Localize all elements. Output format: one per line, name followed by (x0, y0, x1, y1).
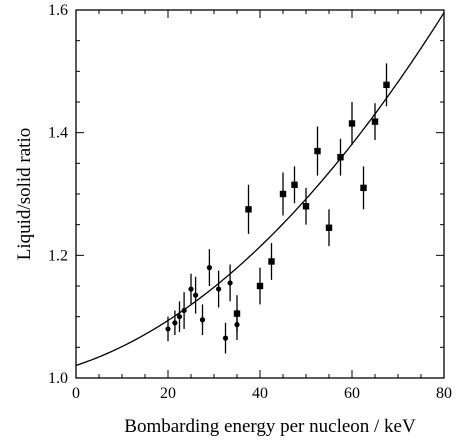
y-tick-label: 1.6 (48, 2, 68, 19)
data-point-circle (193, 292, 199, 298)
data-point-circle (176, 314, 183, 320)
x-tick-label: 0 (72, 385, 80, 402)
data-point-circle (172, 320, 178, 326)
tick-labels: 0 20 40 60 80 1.0 1.2 1.4 1.6 (48, 2, 452, 402)
data-point-square (268, 258, 275, 265)
x-tick-label: 60 (344, 385, 360, 402)
plot-frame (75, 9, 445, 379)
data-point-square (383, 81, 390, 89)
data-point-square (325, 224, 333, 231)
data-point-square (291, 181, 298, 188)
data-points (165, 63, 390, 354)
data-point-circle (188, 286, 194, 292)
data-point-square (256, 282, 264, 290)
data-point-square (360, 184, 367, 192)
data-point-circle (222, 335, 229, 341)
plot-border (75, 9, 445, 379)
fit-curve-group (75, 12, 445, 367)
data-point-circle (206, 265, 212, 271)
data-point-circle (216, 286, 222, 292)
data-point-circle (165, 326, 171, 332)
data-point-square (371, 118, 379, 125)
data-point-circle (199, 317, 206, 323)
data-point-square (279, 190, 287, 198)
data-point-square (302, 203, 310, 210)
x-tick-label: 40 (252, 385, 268, 402)
x-tick-label: 80 (436, 385, 452, 402)
data-point-circle (227, 280, 233, 286)
fit-curve (75, 12, 445, 367)
data-point-square (245, 206, 252, 213)
y-tick-label: 1.4 (48, 125, 68, 142)
axis-ticks (75, 9, 445, 379)
data-point-square (314, 147, 321, 155)
data-point-circle (181, 307, 187, 314)
data-point-square (337, 154, 344, 161)
y-tick-label: 1.0 (48, 370, 68, 387)
x-axis-title: Bombarding energy per nucleon / keV (124, 416, 416, 437)
data-point-square (233, 310, 241, 317)
x-tick-label: 20 (160, 385, 176, 402)
data-point-square (348, 120, 356, 127)
y-tick-label: 1.2 (48, 247, 68, 264)
y-axis-title: Liquid/solid ratio (14, 128, 35, 260)
